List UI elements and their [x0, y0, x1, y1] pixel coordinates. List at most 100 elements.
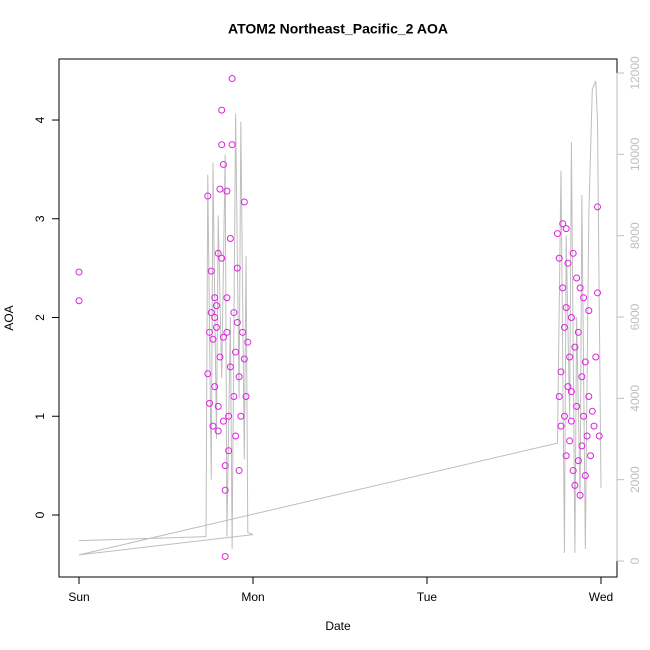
data-point [230, 309, 238, 317]
data-point [583, 432, 591, 440]
data-point [242, 392, 250, 400]
data-point [218, 254, 226, 262]
data-point [225, 412, 233, 420]
data-point [206, 399, 214, 407]
data-point [567, 314, 575, 322]
data-point [580, 412, 588, 420]
data-point [244, 338, 252, 346]
data-point [240, 198, 248, 206]
y2-tick-label: 4000 [628, 385, 642, 412]
y2-tick-label: 6000 [628, 303, 642, 330]
y-tick-label: 3 [33, 215, 47, 222]
data-point [233, 264, 241, 272]
data-point [567, 417, 575, 425]
x-tick-label: Mon [241, 590, 264, 604]
data-point [221, 462, 229, 470]
data-point [216, 353, 224, 361]
data-point [562, 304, 570, 312]
data-point [571, 481, 579, 489]
data-point [566, 353, 574, 361]
data-point [211, 314, 219, 322]
data-point [564, 383, 572, 391]
data-point [223, 187, 231, 195]
data-point [237, 412, 245, 420]
data-point [557, 422, 565, 430]
data-point [209, 335, 217, 343]
data-point [566, 437, 574, 445]
data-point [574, 328, 582, 336]
data-point [207, 267, 215, 275]
data-point [204, 192, 212, 200]
y2-tick-label: 10000 [628, 137, 642, 171]
data-point [216, 185, 224, 193]
y2-tick-label: 8000 [628, 222, 642, 249]
data-point [585, 392, 593, 400]
x-tick-label: Wed [589, 590, 613, 604]
data-point [223, 294, 231, 302]
data-point [219, 417, 227, 425]
data-point [218, 141, 226, 149]
data-point [211, 383, 219, 391]
data-point [592, 353, 600, 361]
data-point [212, 302, 220, 310]
data-point [240, 355, 248, 363]
data-point [232, 348, 240, 356]
x-axis-label: Date [325, 619, 351, 633]
data-point [219, 333, 227, 341]
data-point [223, 328, 231, 336]
data-point [578, 442, 586, 450]
data-point [207, 309, 215, 317]
data-point [559, 220, 567, 228]
data-point [212, 323, 220, 331]
data-point [214, 427, 222, 435]
data-point [228, 141, 236, 149]
data-point [235, 373, 243, 381]
data-point [239, 328, 247, 336]
data-point [228, 75, 236, 83]
data-point [235, 467, 243, 475]
data-point [576, 491, 584, 499]
data-point [571, 343, 579, 351]
data-point [214, 249, 222, 257]
data-point [580, 294, 588, 302]
data-point [573, 402, 581, 410]
y-tick-label: 2 [33, 314, 47, 321]
data-point [211, 294, 219, 302]
y2-tick-label: 0 [628, 557, 642, 564]
data-point [209, 422, 217, 430]
data-point [569, 249, 577, 257]
data-point [226, 235, 234, 243]
data-point [581, 471, 589, 479]
data-point [574, 457, 582, 465]
y-tick-label: 0 [33, 511, 47, 518]
data-point [214, 402, 222, 410]
data-point [221, 552, 229, 560]
y2-tick-label: 12000 [628, 56, 642, 90]
data-point [226, 363, 234, 371]
data-point [562, 452, 570, 460]
data-point [594, 203, 602, 211]
data-point [581, 358, 589, 366]
data-point [562, 225, 570, 233]
data-point [219, 160, 227, 168]
y2-tick-label: 2000 [628, 466, 642, 493]
y-tick-label: 1 [33, 413, 47, 420]
data-point [75, 268, 83, 276]
data-point [578, 373, 586, 381]
data-point [230, 392, 238, 400]
data-point [560, 412, 568, 420]
data-point [585, 307, 593, 315]
data-point [204, 370, 212, 378]
plot-frame [58, 58, 618, 578]
data-point [557, 368, 565, 376]
data-point [576, 284, 584, 292]
data-point [569, 467, 577, 475]
data-point [588, 407, 596, 415]
data-point [206, 328, 214, 336]
data-point [555, 392, 563, 400]
data-point [553, 230, 561, 238]
data-point [218, 106, 226, 114]
x-tick-label: Tue [417, 590, 438, 604]
data-point [560, 323, 568, 331]
data-point [75, 297, 83, 305]
